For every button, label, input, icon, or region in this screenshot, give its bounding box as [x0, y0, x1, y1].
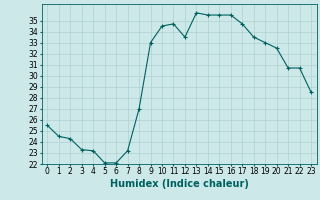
X-axis label: Humidex (Indice chaleur): Humidex (Indice chaleur)	[110, 179, 249, 189]
